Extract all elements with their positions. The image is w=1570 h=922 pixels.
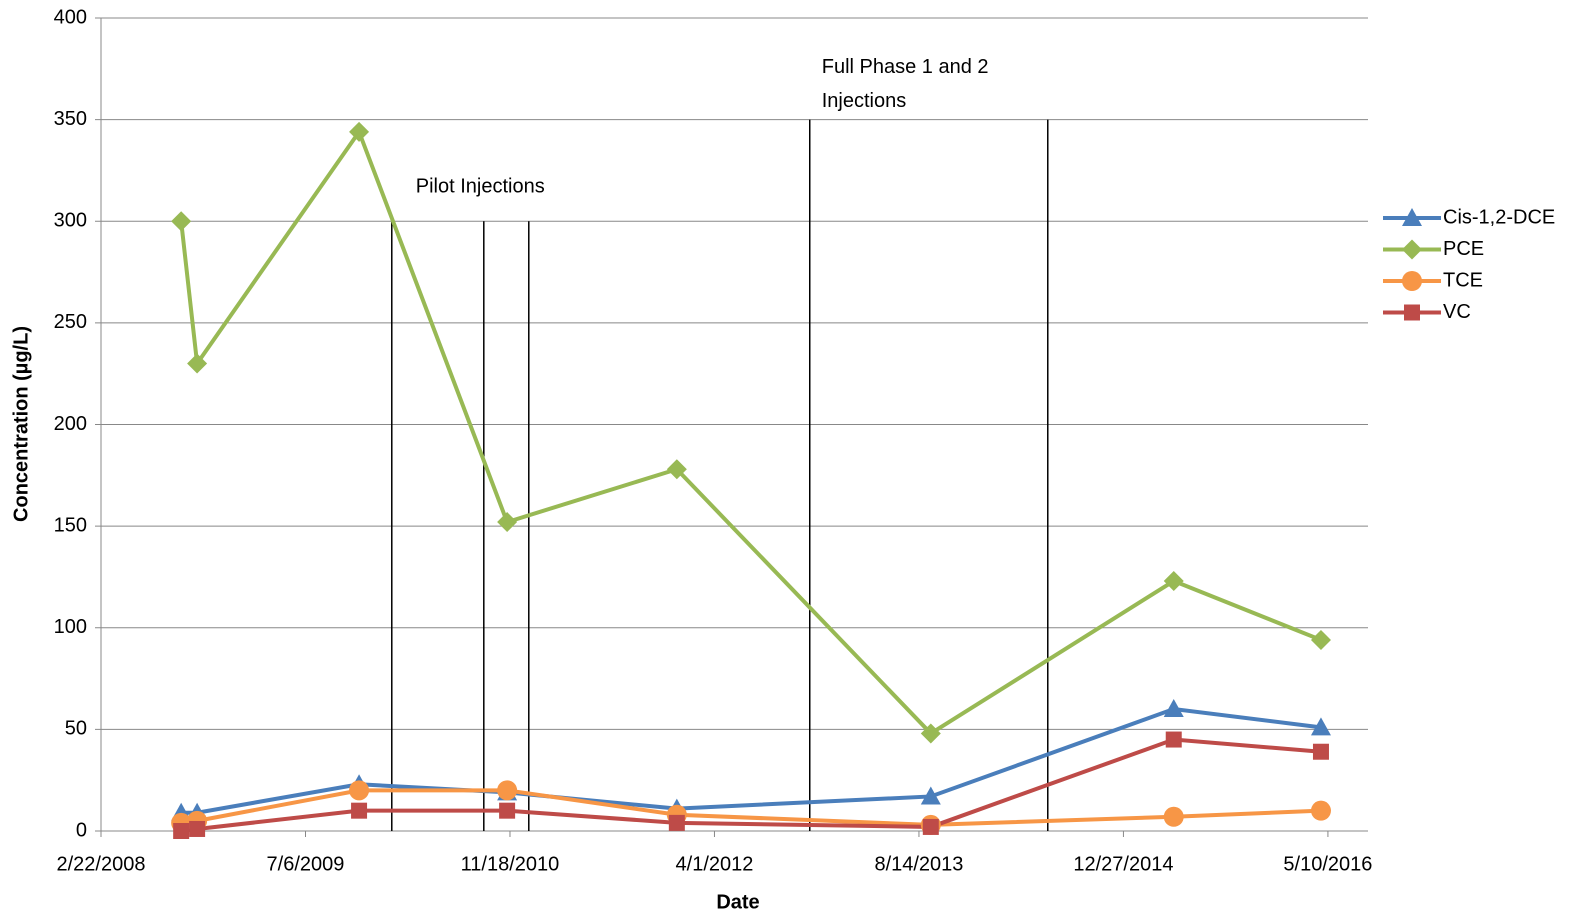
y-tick-label: 150 <box>54 514 87 536</box>
y-tick-label: 350 <box>54 108 87 130</box>
legend-marker <box>1402 239 1422 260</box>
y-tick-label: 50 <box>65 718 87 740</box>
data-point <box>499 802 516 819</box>
x-tick-label: 2/22/2008 <box>57 853 146 875</box>
y-tick-label: 100 <box>54 616 87 638</box>
x-axis-label: Date <box>716 891 759 913</box>
x-tick-label: 5/10/2016 <box>1283 853 1372 875</box>
series-line <box>179 127 1322 736</box>
data-point <box>666 459 687 480</box>
data-point <box>187 353 208 374</box>
data-point <box>171 211 192 232</box>
legend-label: TCE <box>1443 269 1483 291</box>
data-point <box>349 121 370 142</box>
y-tick-label: 200 <box>54 413 87 435</box>
x-tick-label: 7/6/2009 <box>267 853 345 875</box>
y-tick-label: 0 <box>76 819 87 841</box>
legend-marker <box>1402 208 1422 226</box>
data-point <box>1163 571 1184 592</box>
x-tick-label: 12/27/2014 <box>1073 853 1173 875</box>
data-point <box>922 818 939 835</box>
data-point <box>1163 699 1184 718</box>
data-point <box>1312 743 1329 760</box>
annotation-text: Pilot Injections <box>416 176 545 198</box>
legend-marker <box>1402 271 1422 291</box>
data-point <box>349 780 370 801</box>
data-point <box>1165 731 1182 748</box>
series-line <box>180 737 1322 833</box>
y-tick-label: 300 <box>54 210 87 232</box>
data-point <box>920 723 941 744</box>
data-point <box>1310 717 1331 736</box>
data-point <box>351 802 368 819</box>
x-tick-label: 11/18/2010 <box>461 853 560 875</box>
annotation-text: Injections <box>822 90 907 112</box>
data-point <box>1163 806 1184 827</box>
legend-label: VC <box>1443 301 1471 323</box>
data-point <box>497 780 518 801</box>
y-tick-label: 400 <box>54 6 87 28</box>
x-tick-label: 8/14/2013 <box>874 853 963 875</box>
legend-label: Cis-1,2-DCE <box>1443 206 1555 228</box>
data-point <box>189 820 206 837</box>
y-axis-label: Concentration (µg/L) <box>10 326 32 522</box>
data-point <box>173 823 190 839</box>
data-point <box>1310 800 1331 821</box>
legend-label: PCE <box>1443 238 1484 260</box>
legend-marker <box>1404 304 1420 321</box>
data-point <box>1310 629 1331 650</box>
series-line <box>180 788 1322 827</box>
x-tick-label: 4/1/2012 <box>676 853 754 875</box>
series-line <box>181 707 1322 815</box>
data-point <box>668 814 685 831</box>
data-point <box>497 512 518 533</box>
y-tick-label: 250 <box>54 311 87 333</box>
annotation-text: Full Phase 1 and 2 <box>822 56 989 78</box>
data-point <box>920 786 941 805</box>
